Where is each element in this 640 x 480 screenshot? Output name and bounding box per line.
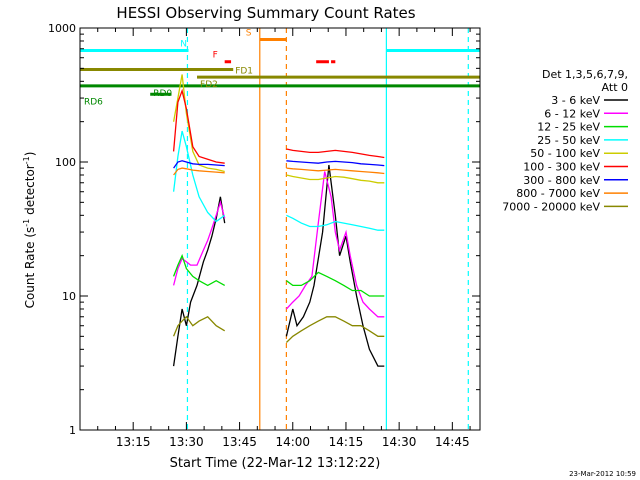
y-tick-label: 1 [69, 424, 76, 437]
x-tick-label: 14:30 [382, 435, 417, 449]
series-line [172, 88, 225, 164]
timestamp: 23-Mar-2012 10:59 [569, 470, 636, 478]
status-bar-label: F [213, 51, 218, 61]
y-tick-label: 100 [55, 156, 76, 169]
series-line [172, 315, 226, 337]
series-line [286, 214, 385, 231]
legend-entry-label: 300 - 800 keV [523, 174, 600, 187]
plot-frame [79, 27, 481, 431]
y-label-sup: -1 [22, 219, 31, 227]
y-tick-label: 10 [62, 290, 76, 303]
series-line [286, 174, 385, 184]
x-tick-label: 14:00 [275, 435, 310, 449]
series-line [286, 160, 385, 167]
status-bar-label: RD0 [153, 89, 172, 99]
x-tick-label: 14:15 [329, 435, 364, 449]
y-label-part: Count Rate (s [23, 227, 37, 309]
legend-entry-label: 3 - 6 keV [551, 94, 600, 107]
legend-entry-label: 12 - 25 keV [537, 121, 600, 134]
y-label-part: detector [23, 164, 37, 219]
legend-entry-label: 100 - 300 keV [523, 161, 600, 174]
legend-entry-label: 800 - 7000 keV [516, 187, 600, 200]
y-label-sup: -1 [22, 156, 31, 164]
x-tick-label: 13:15 [116, 435, 151, 449]
legend-header: Att 0 [602, 81, 628, 94]
legend-header: Det 1,3,5,6,7,9, [542, 68, 628, 81]
series-line [285, 164, 385, 367]
series-line [286, 271, 385, 297]
status-bar-label: N [180, 39, 187, 49]
x-tick-label: 13:45 [222, 435, 257, 449]
series-line [286, 148, 385, 159]
x-tick-label: 14:45 [435, 435, 470, 449]
series-line [286, 167, 385, 175]
legend-entry-label: 50 - 100 keV [530, 147, 600, 160]
status-bar-label: FD2 [200, 80, 218, 90]
series-line [172, 130, 226, 223]
series-line [172, 200, 226, 286]
status-bar-label: S [246, 29, 252, 39]
y-tick-label: 1000 [48, 22, 76, 35]
legend-entry-label: 7000 - 20000 keV [502, 200, 600, 213]
status-bar-label: RD6 [84, 97, 103, 107]
series-line [173, 167, 225, 176]
svg-text:Count Rate (s-1 detector-1): Count Rate (s-1 detector-1) [22, 152, 37, 309]
x-axis-label: Start Time (22-Mar-12 13:12:22) [170, 456, 381, 471]
plot-layers: N S F FD1 FD2 RD0 RD6 1 10 100 1000 13:15 13:30 13:45… [48, 22, 481, 449]
legend-entry-label: 25 - 50 keV [537, 134, 600, 147]
series-line [172, 74, 225, 173]
y-axis-label: Count Rate (s-1 detector-1) [22, 152, 37, 309]
series-line [285, 171, 385, 318]
y-label-part: ) [23, 152, 37, 157]
legend-entry-label: 6 - 12 keV [544, 107, 600, 120]
status-bar-label: FD1 [235, 67, 253, 77]
chart-title: HESSI Observing Summary Count Rates [116, 4, 415, 22]
series-line [173, 160, 225, 169]
series-line [285, 316, 385, 343]
series-line [172, 253, 226, 287]
x-tick-label: 13:30 [169, 435, 204, 449]
